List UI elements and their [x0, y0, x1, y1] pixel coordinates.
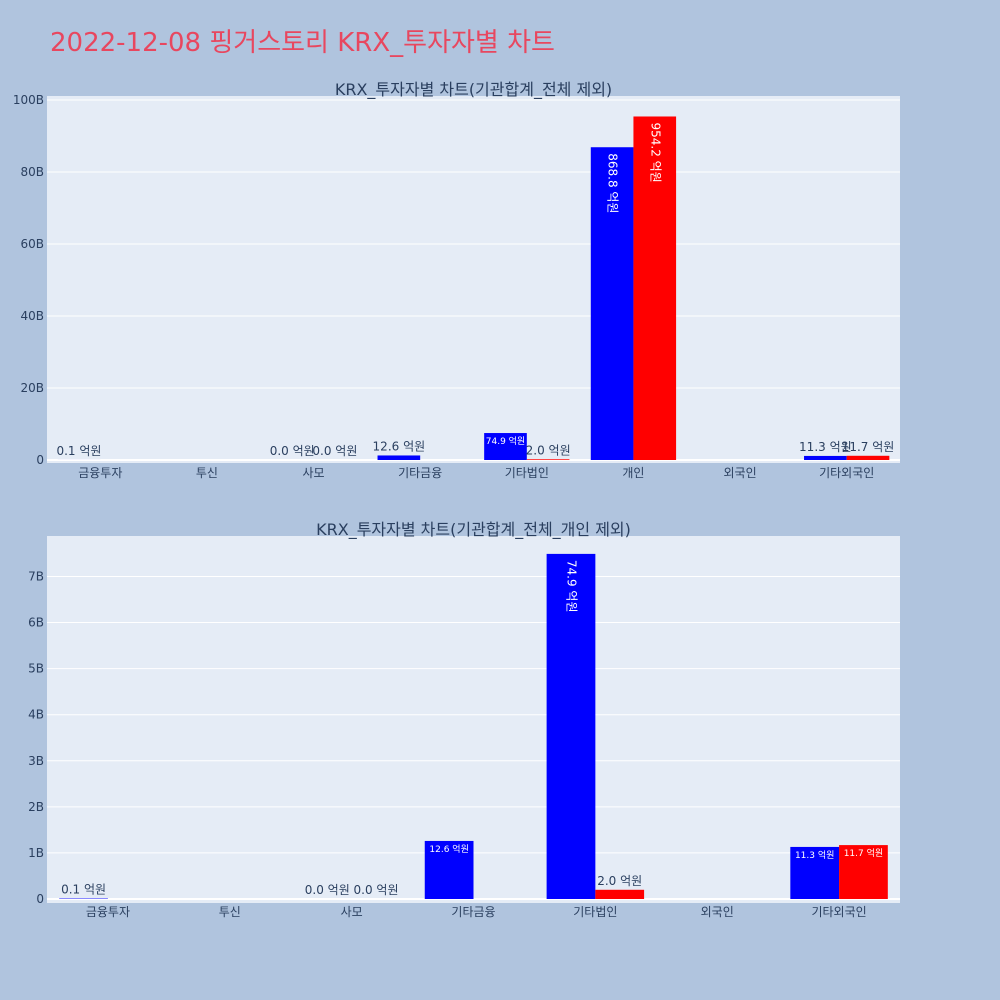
data-label: 2.0 억원 — [597, 874, 642, 888]
y-tick-label: 60B — [20, 237, 44, 251]
y-tick-label: 0 — [36, 453, 44, 467]
data-label: 0.0 억원 — [270, 444, 315, 458]
data-label: 0.0 억원 — [312, 444, 357, 458]
data-label: 2.0 억원 — [526, 443, 571, 457]
y-tick-label: 40B — [20, 309, 44, 323]
bar — [633, 116, 677, 460]
x-tick-label: 기타법인 — [573, 905, 617, 919]
data-label: 0.1 억원 — [61, 883, 106, 897]
bar — [526, 459, 570, 460]
data-label: 954.2 억원 — [648, 122, 662, 182]
y-tick-label: 4B — [28, 708, 44, 722]
x-tick-label: 기타금융 — [398, 466, 442, 480]
y-tick-label: 2B — [28, 800, 44, 814]
y-tick-label: 1B — [28, 846, 44, 860]
data-label: 0.1 억원 — [56, 444, 101, 458]
y-tick-label: 80B — [20, 165, 44, 179]
bar — [846, 455, 890, 460]
data-label: 11.7 억원 — [844, 847, 883, 859]
data-label: 11.3 억원 — [799, 440, 852, 454]
bar — [790, 846, 840, 899]
y-tick-label: 100B — [13, 93, 44, 107]
bar — [424, 840, 474, 899]
y-tick-label: 20B — [20, 381, 44, 395]
bar — [804, 455, 847, 460]
x-tick-label: 금융투자 — [86, 905, 130, 919]
chart-subtitle: KRX_투자자별 차트(기관합계_전체_개인 제외) — [316, 520, 631, 540]
data-label: 12.6 억원 — [373, 439, 426, 453]
x-tick-label: 기타법인 — [505, 466, 549, 480]
y-tick-label: 7B — [28, 569, 44, 583]
x-tick-label: 기타금융 — [451, 905, 495, 919]
chart-subtitle: KRX_투자자별 차트(기관합계_전체 제외) — [335, 80, 612, 100]
x-tick-label: 투신 — [219, 905, 241, 919]
data-label: 11.3 억원 — [795, 849, 834, 861]
y-tick-label: 6B — [28, 616, 44, 630]
y-tick-label: 3B — [28, 754, 44, 768]
page-title: 2022-12-08 핑거스토리 KRX_투자자별 차트 — [50, 28, 555, 58]
bar — [484, 433, 527, 460]
bar — [377, 455, 421, 460]
data-label: 74.9 억원 — [564, 560, 578, 613]
x-tick-label: 투신 — [196, 466, 218, 480]
x-tick-label: 개인 — [622, 466, 644, 480]
x-tick-label: 사모 — [303, 466, 325, 480]
data-label: 0.0 억원 — [305, 883, 350, 897]
data-label: 0.0 억원 — [354, 883, 399, 897]
bar — [595, 889, 645, 899]
bar — [546, 553, 596, 899]
x-tick-label: 사모 — [341, 905, 363, 919]
data-label: 74.9 억원 — [486, 435, 525, 447]
x-tick-label: 기타외국인 — [811, 905, 866, 919]
y-tick-label: 5B — [28, 662, 44, 676]
y-tick-label: 0 — [36, 892, 44, 906]
bar — [590, 147, 634, 460]
data-label: 868.8 억원 — [606, 153, 620, 213]
x-tick-label: 금융투자 — [78, 466, 122, 480]
x-tick-label: 외국인 — [701, 905, 734, 919]
data-label: 12.6 억원 — [429, 843, 468, 855]
plot-area — [47, 96, 900, 463]
x-tick-label: 외국인 — [724, 466, 757, 480]
bar — [839, 845, 888, 899]
data-label: 11.7 억원 — [842, 440, 895, 454]
x-tick-label: 기타외국인 — [819, 466, 874, 480]
